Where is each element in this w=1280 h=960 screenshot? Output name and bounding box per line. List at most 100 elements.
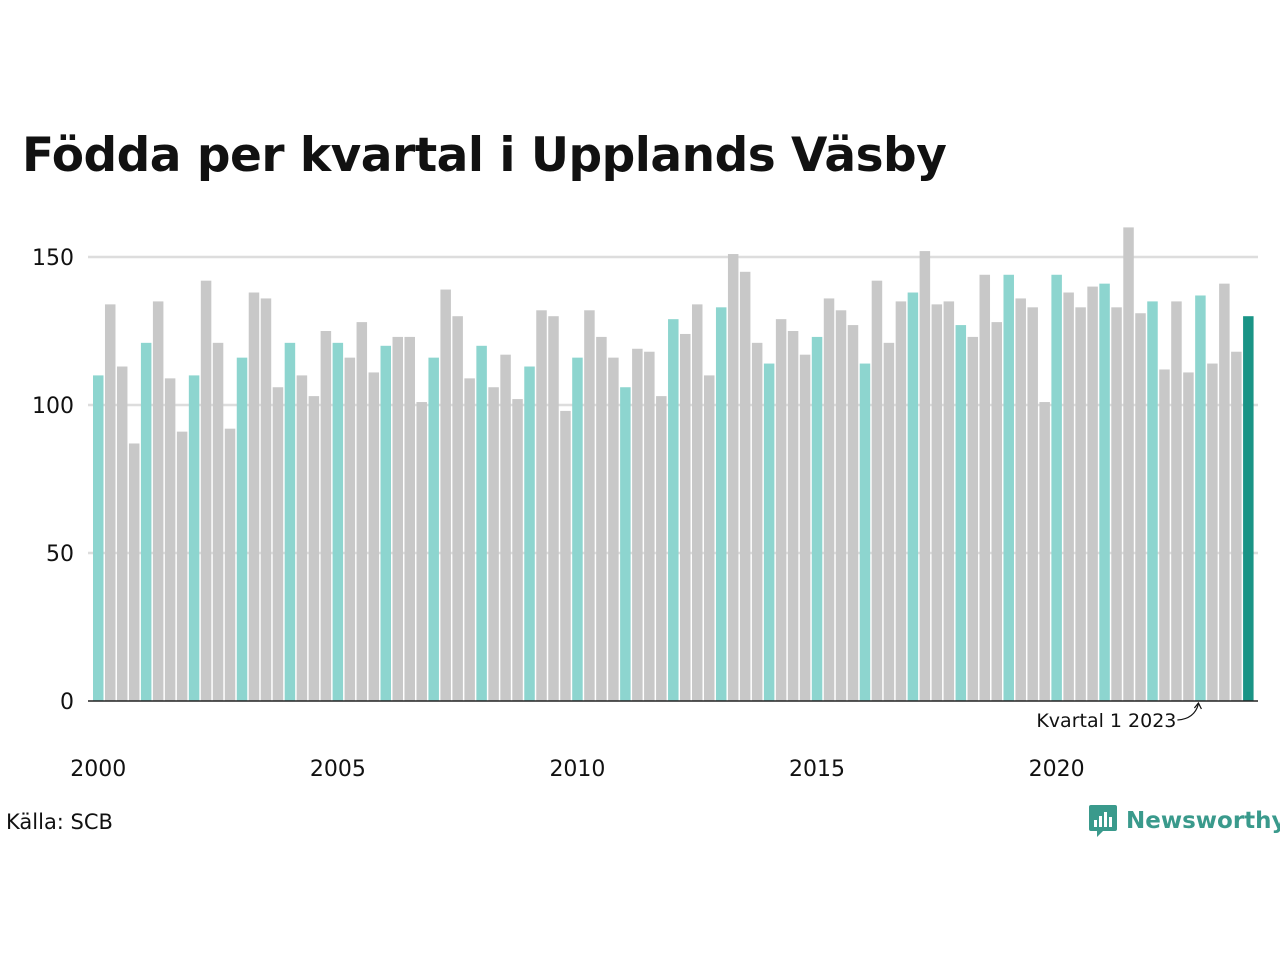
bar xyxy=(727,254,739,702)
bar xyxy=(356,322,368,701)
newsworthy-logo-icon xyxy=(1089,805,1117,837)
bar xyxy=(895,301,907,701)
bar xyxy=(212,342,224,701)
bars xyxy=(93,227,1254,702)
bar xyxy=(955,325,967,701)
bar xyxy=(116,366,128,701)
bar xyxy=(1195,295,1206,701)
bar xyxy=(440,289,451,701)
bar xyxy=(1183,372,1194,701)
bar xyxy=(140,342,152,701)
bar xyxy=(739,271,751,701)
bar xyxy=(1219,283,1230,701)
bar xyxy=(188,375,200,701)
bar xyxy=(1015,298,1026,701)
source-label: Källa: SCB xyxy=(6,810,113,834)
bar xyxy=(823,298,835,701)
bar xyxy=(512,399,523,701)
bar xyxy=(680,333,691,701)
bar xyxy=(1063,292,1074,701)
bar xyxy=(1039,402,1050,701)
bar xyxy=(811,336,823,701)
x-tick-label: 2010 xyxy=(549,757,605,782)
bar xyxy=(1231,351,1242,701)
bar xyxy=(488,387,499,701)
bar xyxy=(404,336,415,701)
bar xyxy=(967,336,979,701)
bar xyxy=(668,319,679,701)
bar xyxy=(392,336,403,701)
bar xyxy=(703,375,715,701)
bar xyxy=(536,310,547,701)
bar xyxy=(176,431,188,701)
x-tick-label: 2020 xyxy=(1029,757,1085,782)
bar xyxy=(560,410,571,701)
bar xyxy=(104,304,116,701)
bar xyxy=(1159,369,1170,701)
bar xyxy=(943,301,955,701)
bar xyxy=(931,304,943,701)
bar xyxy=(1171,301,1182,701)
bar xyxy=(847,325,859,701)
bar xyxy=(332,342,344,701)
bar xyxy=(835,310,847,701)
x-tick-label: 2005 xyxy=(310,757,366,782)
y-tick-label: 50 xyxy=(46,542,74,567)
bar xyxy=(308,396,320,701)
brand-logo[interactable]: Newsworthy xyxy=(1088,804,1280,838)
bar xyxy=(632,348,643,701)
bar xyxy=(476,345,487,701)
bar xyxy=(644,351,655,701)
annotation-label: Kvartal 1 2023 xyxy=(1036,710,1176,732)
bar xyxy=(919,251,931,701)
x-tick-label: 2000 xyxy=(70,757,126,782)
axes: 0 50 100 150 2000 2005 2010 2015 2020 xyxy=(32,246,1258,782)
bar xyxy=(572,357,583,701)
bar xyxy=(524,366,535,701)
bar xyxy=(608,357,619,701)
bar xyxy=(907,292,919,701)
bar xyxy=(128,443,140,701)
bar xyxy=(428,357,439,701)
bar xyxy=(763,363,775,701)
annotation-arrowhead xyxy=(1193,701,1202,710)
bar xyxy=(775,319,787,701)
bar xyxy=(1003,274,1014,701)
bar xyxy=(93,375,104,701)
bar xyxy=(715,307,727,701)
bar xyxy=(620,387,631,701)
y-tick-label: 100 xyxy=(32,394,74,419)
bar xyxy=(1111,307,1122,701)
bar xyxy=(1027,307,1038,701)
bar xyxy=(368,372,380,701)
bar xyxy=(236,357,248,701)
bar xyxy=(871,280,883,701)
x-tick-label: 2015 xyxy=(789,757,845,782)
bar xyxy=(1123,227,1134,701)
bar xyxy=(152,301,164,701)
y-tick-label: 0 xyxy=(60,690,74,715)
bar xyxy=(248,292,260,701)
bar xyxy=(787,331,799,701)
bar xyxy=(452,316,463,701)
annotation-group: Kvartal 1 2023 xyxy=(1036,701,1202,732)
bar xyxy=(260,298,272,701)
bar xyxy=(1087,286,1098,701)
bar xyxy=(1099,283,1110,701)
bar xyxy=(991,322,1002,701)
bar xyxy=(596,336,607,701)
bar xyxy=(164,378,176,701)
bar xyxy=(1075,307,1086,701)
bar xyxy=(416,402,427,701)
bar xyxy=(320,331,332,701)
bar xyxy=(500,354,511,701)
bar xyxy=(464,378,475,701)
bar xyxy=(1243,316,1254,701)
bar xyxy=(284,342,296,701)
bar xyxy=(224,428,236,701)
bar xyxy=(272,387,284,701)
bar xyxy=(1135,313,1146,701)
bar xyxy=(1147,301,1158,701)
bar xyxy=(1051,274,1062,701)
